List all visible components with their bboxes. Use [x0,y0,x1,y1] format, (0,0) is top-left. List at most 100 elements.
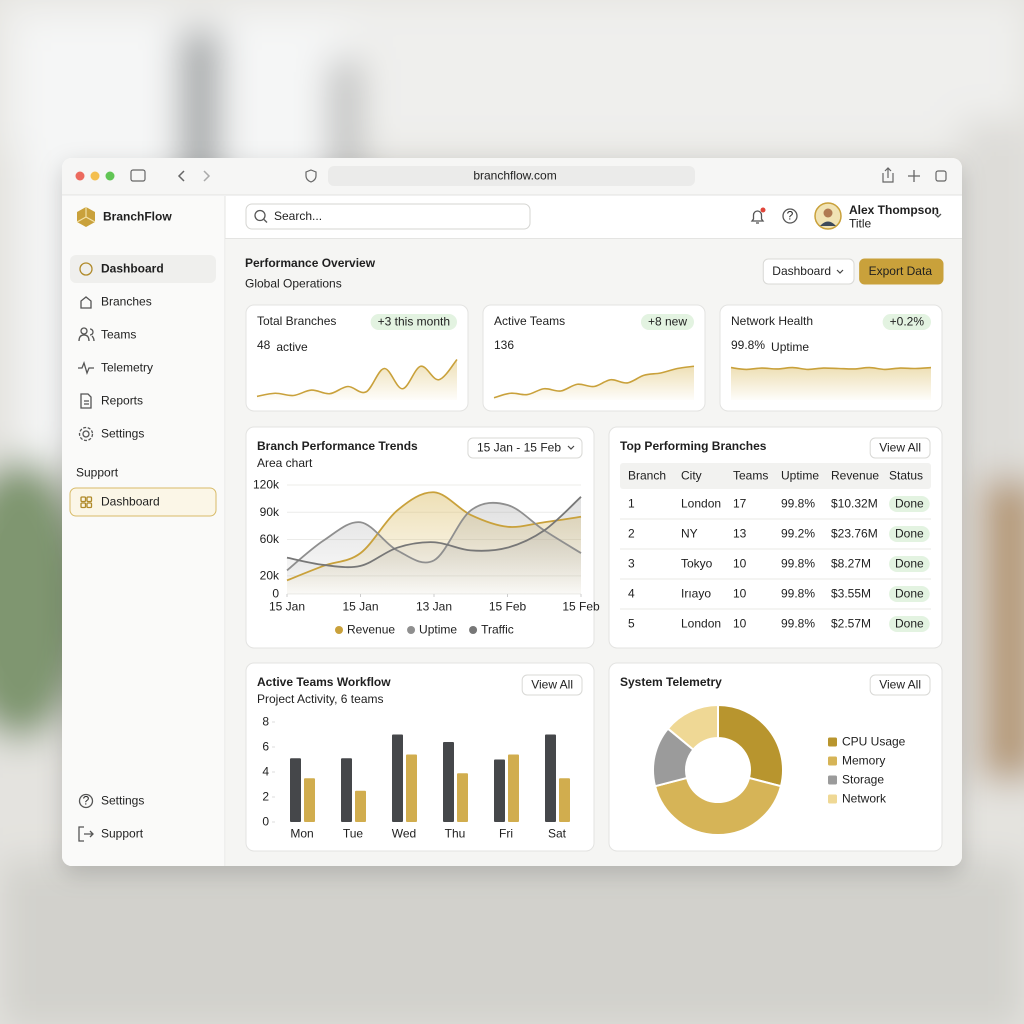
nav-item: Settings [101,794,144,808]
table-cell: 13 [733,527,747,541]
kpi-badge [640,314,694,330]
bar [392,734,403,822]
nav-icon [80,496,87,503]
status-label: Done [895,557,924,571]
x-tick-label: 15 Feb [489,600,527,614]
view-all-button[interactable] [869,437,931,459]
kpi-badge [370,314,457,330]
status-label: Done [895,587,924,601]
sidebar-toggle-icon[interactable] [130,169,146,182]
table-cell: London [681,617,721,631]
status-label: Done [895,497,924,511]
sparkline-area [494,366,694,400]
avatar-face [823,208,833,218]
url-text: branchflow.com [473,169,556,183]
y-tick-label: 20k [260,569,280,583]
table-cell: 99.8% [781,497,815,511]
chart-subtitle: Area chart [257,456,313,470]
table-cell: $2.57M [831,617,871,631]
back-icon[interactable] [177,170,185,182]
legend-label: Traffic [481,623,514,637]
nav-item: Teams [101,328,136,342]
bar [494,759,505,822]
table-cell: $8.27M [831,557,871,571]
table-cell: Irıayo [681,587,711,601]
table-cell: NY [681,527,698,541]
x-tick-label: Fri [499,827,513,841]
export-button[interactable] [859,258,944,285]
y-tick-label: 4 [262,765,269,779]
nav-icon [78,426,94,442]
search-placeholder: Search... [274,209,322,223]
donut-slice [717,703,784,788]
page-title: Performance Overview [245,256,376,270]
table-title: Top Performing Branches [620,439,767,453]
table-cell: London [681,497,721,511]
legend-swatch [828,794,837,804]
url-bar[interactable] [328,166,695,186]
x-tick-label: Thu [445,827,466,841]
kpi-value: 136 [494,338,514,352]
help-icon: ? [787,209,794,223]
x-tick-label: Tue [343,827,364,841]
y-tick-label: 90k [260,505,280,519]
nav-selected-bg[interactable] [69,487,217,517]
page-dropdown[interactable] [762,258,855,285]
help-icon[interactable] [782,208,798,224]
user-menu-chevron[interactable] [934,213,942,218]
window-control[interactable] [75,171,85,181]
column-header: Status [889,469,923,483]
nav-icon [86,502,93,509]
brand-name: BranchFlow [103,210,172,224]
sparkline-area [731,367,931,400]
bar [457,773,468,822]
kpi-unit: Uptime [771,340,809,354]
table-header-bg [620,463,931,489]
nav-icon [78,793,94,809]
table-cell: 10 [733,557,747,571]
table-cell: 99.8% [781,617,815,631]
bell-icon[interactable] [750,210,765,224]
bar [341,758,352,822]
nav-icon [80,296,92,309]
y-tick-label: 60k [260,532,280,546]
kpi-badge [882,314,931,330]
y-tick-label: 120k [253,478,280,492]
avatar-body [820,221,836,226]
table-cell: 99.8% [781,557,815,571]
date-range-dropdown[interactable] [467,437,583,459]
nav-item: Dashboard [101,262,164,276]
column-header: Branch [628,469,666,483]
window-control[interactable] [90,171,100,181]
kpi-badge-label: +0.2% [890,315,925,329]
tabs-icon[interactable] [935,170,947,182]
table-cell: 5 [628,617,635,631]
nav-item: Dashboard [101,495,160,509]
legend-swatch [335,626,343,634]
nav-item: Support [101,827,144,841]
status-badge [889,556,930,572]
nav-icon [78,327,95,342]
legend-swatch [407,626,416,634]
view-all-button[interactable] [521,674,583,696]
new-tab-icon[interactable] [908,170,920,182]
window-control[interactable] [105,171,115,181]
forward-icon[interactable] [203,170,211,182]
search-box[interactable] [245,203,531,230]
x-tick-label: Mon [290,827,313,841]
sparkline [730,366,932,371]
bar [290,758,301,822]
status-badge [889,586,930,602]
nav-icon [86,496,93,503]
kpi-value: 48 [257,338,271,352]
view-all-button-label: View All [879,441,921,455]
legend-label: Uptime [419,623,457,637]
x-tick-label: Sat [548,827,567,841]
legend-label: Storage [842,773,884,787]
view-all-button[interactable] [869,674,931,696]
nav-active-bg[interactable] [70,255,216,283]
nav-icon [78,826,94,842]
table-cell: 2 [628,527,635,541]
share-icon[interactable] [882,167,894,183]
